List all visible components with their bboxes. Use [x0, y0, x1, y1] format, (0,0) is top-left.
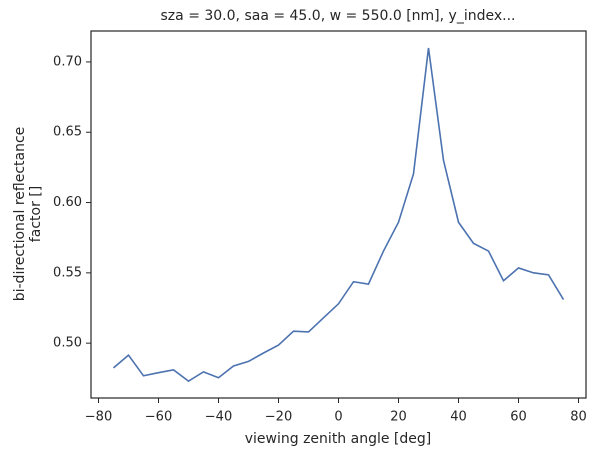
chart-title: sza = 30.0, saa = 45.0, w = 550.0 [nm], … — [161, 8, 516, 24]
y-axis-label: bi-directional reflectance factor [] — [12, 127, 44, 302]
x-tick-label: −60 — [145, 410, 172, 425]
y-tick-label: 0.55 — [53, 265, 82, 280]
x-tick-label: 60 — [510, 410, 527, 425]
x-tick-label: 0 — [334, 410, 342, 425]
x-tick-label: 20 — [390, 410, 407, 425]
data-line — [112, 47, 565, 383]
x-tick-label: −20 — [265, 410, 292, 425]
x-tick-label: 40 — [450, 410, 467, 425]
plot-frame — [90, 30, 587, 399]
y-tick-label: 0.65 — [53, 125, 82, 140]
x-tick-label: −80 — [85, 410, 112, 425]
y-tick-label: 0.70 — [53, 54, 82, 69]
x-axis-label: viewing zenith angle [deg] — [245, 431, 431, 447]
x-tick-label: 80 — [570, 410, 587, 425]
y-tick-label: 0.50 — [53, 336, 82, 351]
y-axis-label-line: bi-directional reflectance — [12, 127, 28, 302]
x-tick-label: −40 — [205, 410, 232, 425]
y-tick-label: 0.60 — [53, 195, 82, 210]
y-axis-label-line: factor [] — [28, 186, 44, 242]
